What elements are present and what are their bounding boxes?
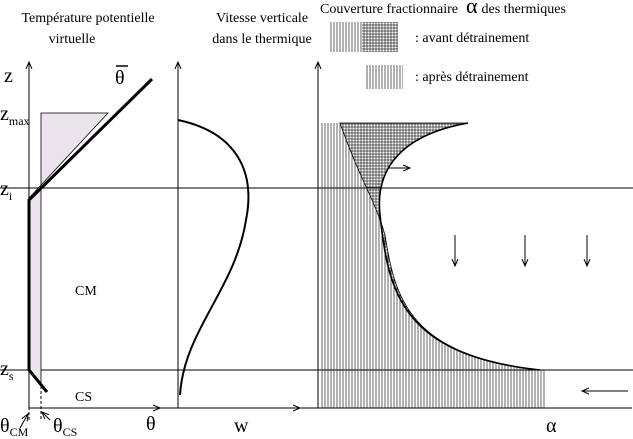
text-part: θ	[0, 415, 10, 437]
text-part: Couverture fractionnaire	[320, 2, 458, 17]
cs-label: CS	[75, 390, 92, 405]
text-part: CS	[63, 425, 78, 439]
after-area	[320, 123, 545, 408]
left-title: Température potentielle	[21, 11, 154, 26]
theta-profile	[27, 77, 154, 393]
legend-label: : avant détrainement	[415, 31, 529, 46]
theta-cs-label: θCS	[53, 415, 77, 439]
legend-label: : après détrainement	[415, 70, 529, 85]
middle-title: Vitesse verticale	[216, 11, 308, 26]
right-title: Couverture fractionnaire α des thermiques	[320, 0, 566, 18]
w-axis-label: w	[234, 415, 249, 437]
text-part: des thermiques	[482, 2, 566, 17]
text-part: α	[466, 0, 478, 18]
alpha-profile	[378, 122, 541, 371]
zmax-label: zmax	[0, 103, 30, 128]
text-part: θ	[53, 415, 63, 437]
text-part: i	[9, 189, 13, 203]
shaded-area	[28, 112, 109, 388]
legend-swatch	[330, 22, 362, 52]
left-title: virtuelle	[49, 32, 96, 47]
cm-label: CM	[75, 284, 97, 299]
middle-title: dans le thermique	[212, 32, 312, 47]
pointer	[42, 412, 51, 421]
pointer	[19, 414, 28, 429]
zi-label: zi	[0, 178, 13, 203]
text-part: z	[0, 178, 9, 200]
alpha-axis-label: α	[546, 415, 557, 437]
theta-axis-label: θ	[146, 413, 156, 435]
theta-bar-label: θ	[115, 67, 125, 89]
legend-swatch	[365, 65, 403, 89]
w-profile	[177, 119, 250, 396]
text-part: CM	[10, 425, 29, 439]
text-part: s	[9, 369, 14, 383]
z-label: z	[4, 65, 13, 87]
theta-cm-label: θCM	[0, 415, 29, 439]
text-part: z	[0, 358, 9, 380]
zs-label: zs	[0, 358, 14, 383]
text-part: max	[9, 114, 30, 128]
legend-swatch	[362, 22, 398, 52]
text-part: z	[0, 103, 9, 125]
